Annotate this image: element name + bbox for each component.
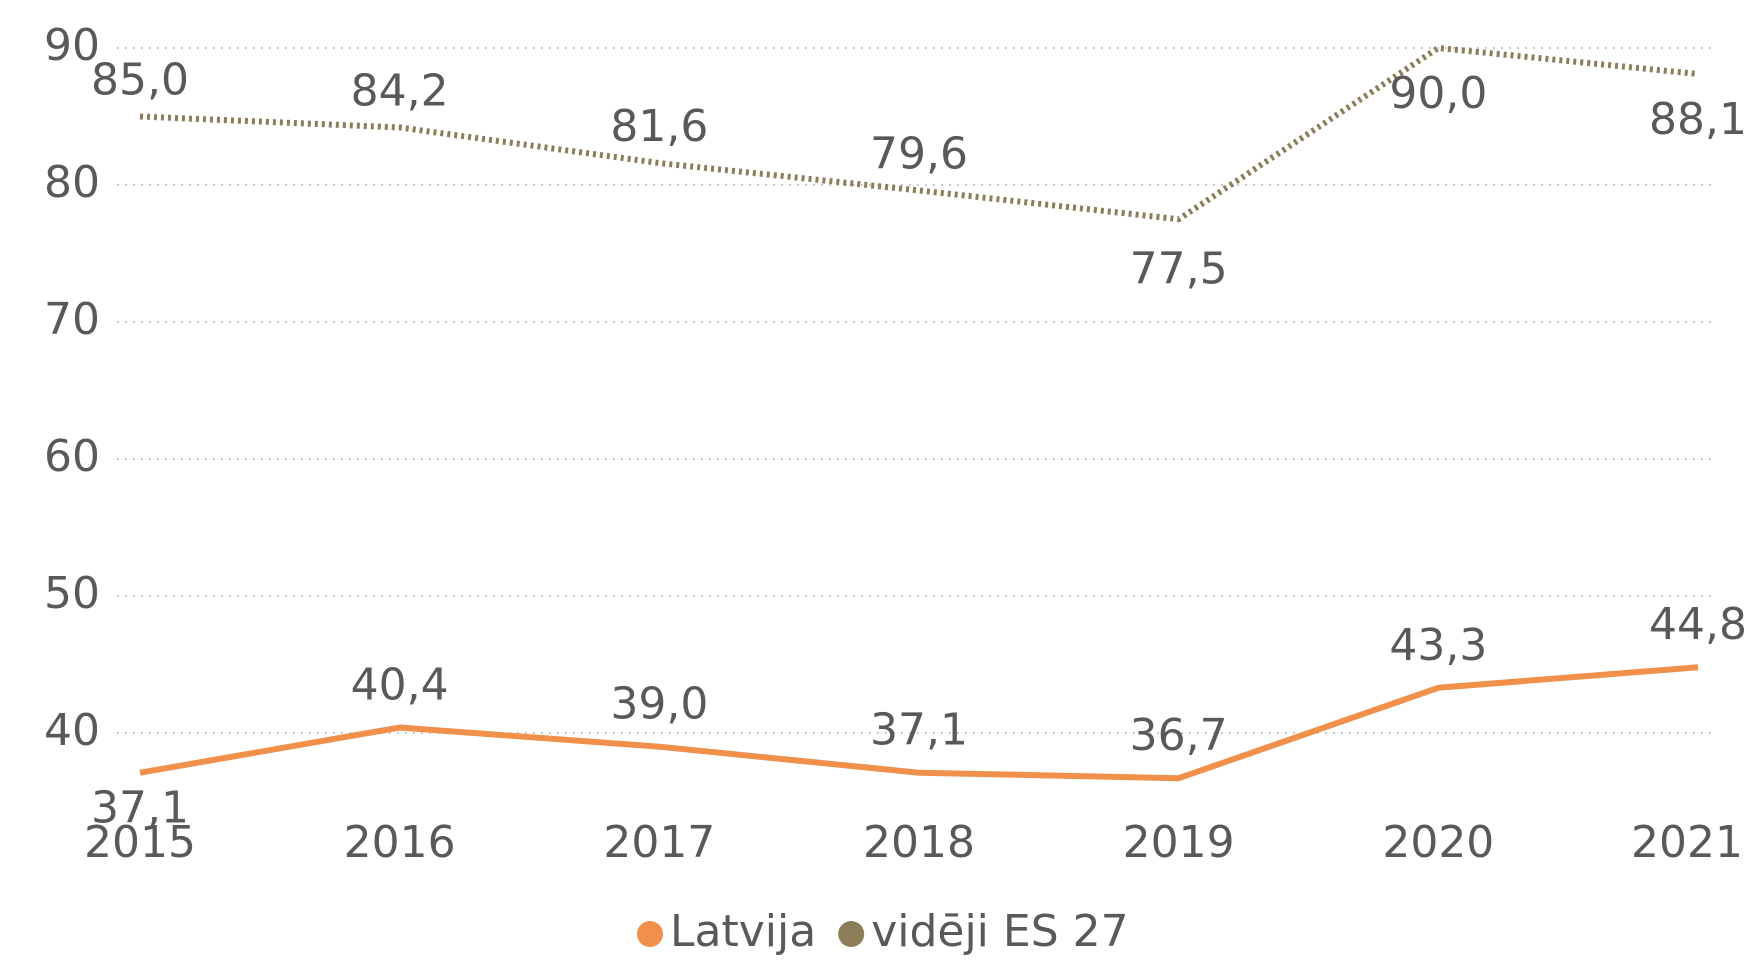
- legend-label: vidēji ES 27: [871, 906, 1128, 957]
- data-label: 81,6: [610, 101, 708, 152]
- data-label: 84,2: [351, 65, 449, 116]
- y-tick-label: 90: [44, 20, 100, 71]
- y-tick-label: 60: [44, 431, 100, 482]
- y-tick-label: 80: [44, 157, 100, 208]
- x-tick-label: 2015: [84, 817, 196, 868]
- data-label: 85,0: [91, 55, 189, 106]
- x-tick-label: 2021: [1631, 817, 1743, 868]
- x-tick-label: 2020: [1382, 817, 1494, 868]
- data-label: 43,3: [1389, 620, 1487, 671]
- series-line: [139, 664, 1699, 782]
- y-tick-label: 50: [44, 568, 100, 619]
- x-tick-label: 2018: [863, 817, 975, 868]
- data-label: 79,6: [870, 128, 968, 179]
- series-line: [139, 45, 1699, 223]
- legend-marker: [838, 921, 865, 947]
- data-label: 39,0: [610, 679, 708, 730]
- x-tick-label: 2016: [344, 817, 456, 868]
- x-tick-label: 2019: [1123, 817, 1235, 868]
- data-label: 44,8: [1649, 599, 1745, 650]
- data-label: 37,1: [91, 783, 189, 834]
- y-tick-label: 70: [44, 294, 100, 345]
- y-tick-label: 40: [44, 705, 100, 756]
- data-label: 36,7: [1130, 710, 1228, 761]
- legend-label: Latvija: [670, 906, 816, 957]
- data-label: 88,1: [1649, 94, 1745, 145]
- data-label: 90,0: [1389, 68, 1487, 119]
- legend-marker: [637, 921, 663, 947]
- data-label: 37,1: [870, 705, 968, 756]
- data-label: 40,4: [351, 660, 449, 711]
- x-tick-label: 2017: [603, 817, 715, 868]
- data-label: 77,5: [1130, 243, 1228, 294]
